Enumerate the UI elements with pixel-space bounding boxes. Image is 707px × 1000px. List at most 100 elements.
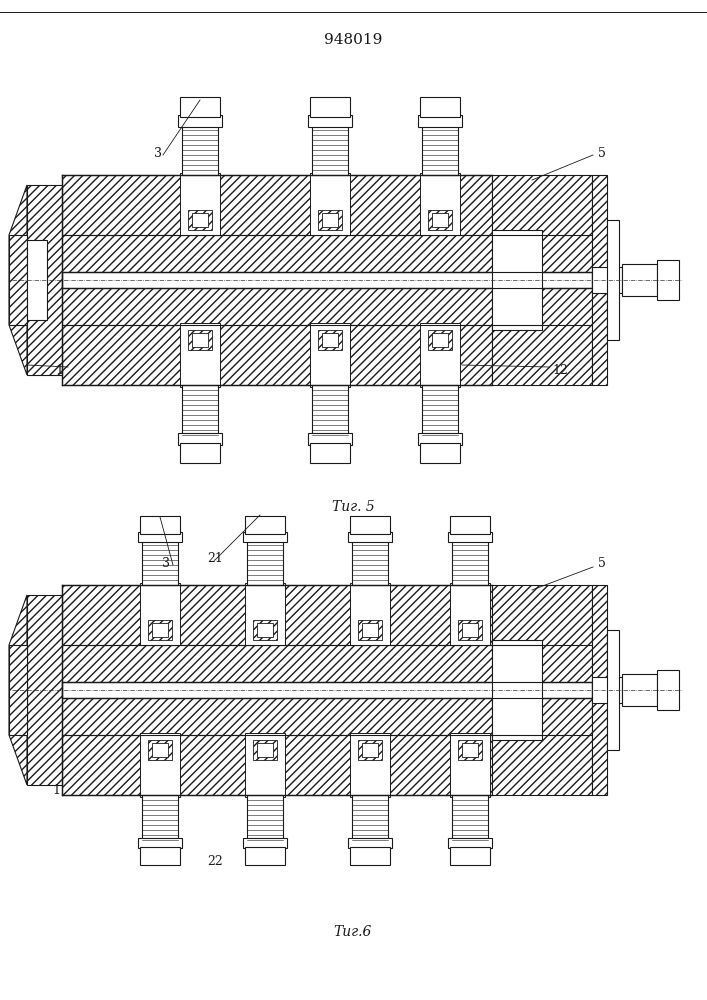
Bar xyxy=(142,540,178,585)
Bar xyxy=(192,333,208,347)
Bar xyxy=(492,585,592,795)
Text: 21: 21 xyxy=(207,552,223,565)
Bar xyxy=(138,532,182,542)
Bar xyxy=(62,645,592,682)
Bar xyxy=(657,670,679,710)
Bar xyxy=(152,743,168,757)
Bar xyxy=(180,173,220,235)
Bar xyxy=(312,385,348,435)
Bar xyxy=(657,260,679,300)
Bar xyxy=(9,235,27,325)
Polygon shape xyxy=(9,595,27,785)
Bar xyxy=(452,795,488,840)
Bar xyxy=(657,265,679,295)
Bar xyxy=(428,210,452,230)
Bar xyxy=(148,620,172,640)
Bar xyxy=(358,740,382,760)
Bar xyxy=(182,385,218,435)
Bar xyxy=(310,323,350,387)
Text: Τиг. 5: Τиг. 5 xyxy=(332,500,375,514)
Bar xyxy=(348,532,392,542)
Bar xyxy=(27,240,47,320)
Text: 5: 5 xyxy=(598,147,606,160)
Bar xyxy=(448,838,492,848)
Bar xyxy=(492,175,592,385)
Text: Τиг.6: Τиг.6 xyxy=(334,925,372,939)
Bar xyxy=(492,640,542,740)
Bar xyxy=(310,173,350,235)
Bar xyxy=(432,213,448,227)
Bar xyxy=(422,385,458,435)
Bar xyxy=(9,645,27,735)
Bar xyxy=(418,433,462,445)
Bar xyxy=(458,740,482,760)
Bar xyxy=(358,620,382,640)
Bar xyxy=(245,583,285,645)
Bar xyxy=(192,213,208,227)
Bar xyxy=(592,267,622,293)
Bar xyxy=(450,847,490,865)
Bar xyxy=(450,583,490,645)
Bar xyxy=(452,540,488,585)
Bar xyxy=(62,682,592,698)
Bar xyxy=(318,330,342,350)
Bar xyxy=(458,620,482,640)
Bar xyxy=(418,115,462,127)
Bar xyxy=(462,623,478,637)
Bar xyxy=(180,97,220,117)
Bar xyxy=(318,210,342,230)
Bar xyxy=(138,838,182,848)
Bar xyxy=(178,115,222,127)
Bar xyxy=(592,585,607,795)
Bar xyxy=(140,583,180,645)
Bar xyxy=(62,735,492,795)
Bar xyxy=(592,677,622,703)
Bar xyxy=(420,97,460,117)
Bar xyxy=(450,516,490,534)
Text: 3: 3 xyxy=(154,147,162,160)
Bar xyxy=(243,532,287,542)
Bar xyxy=(348,838,392,848)
Bar xyxy=(322,333,338,347)
Bar xyxy=(253,620,277,640)
Text: 5: 5 xyxy=(598,557,606,570)
Bar xyxy=(622,264,657,296)
Bar xyxy=(243,838,287,848)
Text: 3: 3 xyxy=(162,557,170,570)
Bar xyxy=(352,540,388,585)
Bar xyxy=(622,674,657,706)
Bar xyxy=(62,325,492,385)
Bar xyxy=(140,733,180,797)
Text: 22: 22 xyxy=(207,855,223,868)
Bar xyxy=(188,330,212,350)
Bar xyxy=(140,847,180,865)
Bar xyxy=(247,540,283,585)
Bar xyxy=(257,743,273,757)
Bar xyxy=(350,847,390,865)
Bar xyxy=(140,516,180,534)
Bar xyxy=(247,795,283,840)
Bar xyxy=(62,235,592,272)
Bar xyxy=(27,595,62,785)
Bar xyxy=(450,733,490,797)
Bar xyxy=(27,185,62,375)
Bar xyxy=(607,220,619,340)
Text: 12: 12 xyxy=(552,363,568,376)
Bar xyxy=(62,698,592,735)
Bar xyxy=(352,795,388,840)
Bar xyxy=(322,213,338,227)
Bar xyxy=(492,640,542,740)
Bar xyxy=(310,97,350,117)
Bar xyxy=(188,210,212,230)
Bar xyxy=(492,230,542,330)
Bar xyxy=(310,443,350,463)
Bar xyxy=(245,516,285,534)
Bar xyxy=(62,288,592,325)
Bar xyxy=(657,675,679,705)
Bar xyxy=(350,733,390,797)
Bar xyxy=(245,847,285,865)
Text: 1: 1 xyxy=(55,363,63,376)
Bar xyxy=(62,585,492,645)
Bar xyxy=(257,623,273,637)
Text: 948019: 948019 xyxy=(324,33,382,47)
